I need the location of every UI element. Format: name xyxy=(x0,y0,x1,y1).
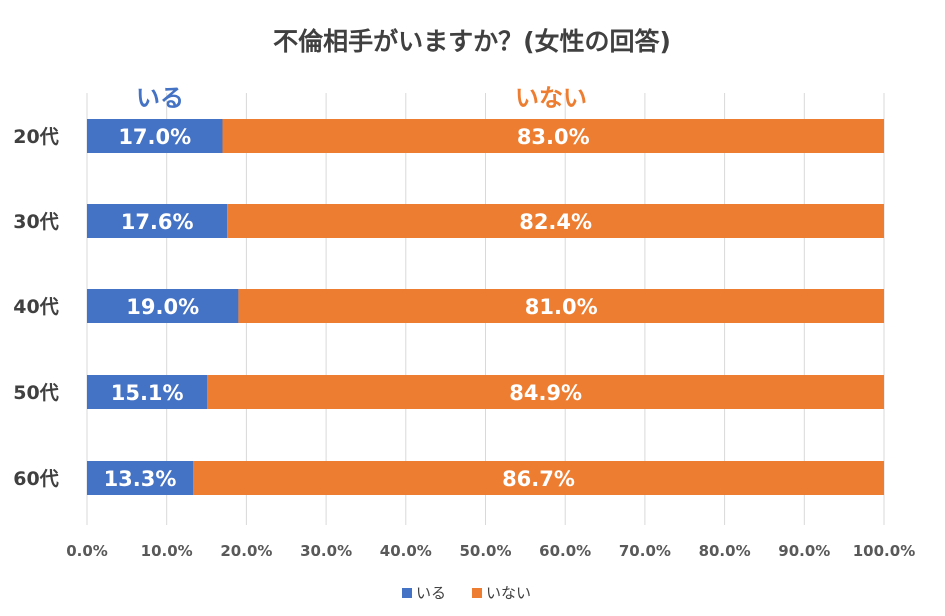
bar xyxy=(87,289,239,323)
x-tick-label: 80.0% xyxy=(699,542,751,560)
x-tick-label: 90.0% xyxy=(778,542,830,560)
bar xyxy=(238,289,884,323)
bar xyxy=(87,461,194,495)
category-label: 40代 xyxy=(13,296,58,318)
x-tick-label: 10.0% xyxy=(141,542,193,560)
legend-label-iru: いる xyxy=(416,584,446,602)
data-label: 15.1% xyxy=(111,381,184,405)
data-label: 84.9% xyxy=(509,381,582,405)
bar xyxy=(193,461,885,495)
x-tick-label: 20.0% xyxy=(220,542,272,560)
data-label: 17.6% xyxy=(121,210,194,234)
bars xyxy=(87,119,885,495)
category-labels: 20代 30代 40代 50代 60代 xyxy=(13,126,58,490)
data-label: 83.0% xyxy=(517,125,590,149)
data-label: 86.7% xyxy=(502,467,575,491)
data-labels: 17.0% 83.0% 17.6% 82.4% 19.0% 81.0% 15.1% 84.9%… xyxy=(104,125,598,491)
chart-title: 不倫相手がいますか？(女性の回答) xyxy=(273,27,671,56)
category-label: 20代 xyxy=(13,126,58,148)
bar xyxy=(227,204,885,238)
series-label-iru: いる xyxy=(136,84,184,112)
category-label: 30代 xyxy=(13,211,58,233)
x-tick-label: 0.0% xyxy=(66,542,108,560)
data-label: 13.3% xyxy=(104,467,177,491)
legend: いる いない xyxy=(402,584,531,602)
bar xyxy=(222,119,885,153)
bar xyxy=(87,204,228,238)
bar xyxy=(207,375,885,409)
x-tick-label: 40.0% xyxy=(380,542,432,560)
legend-swatch-inai xyxy=(472,588,482,598)
x-tick-labels: 0.0% 10.0% 20.0% 30.0% 40.0% 50.0% 60.0% 70.0% 8… xyxy=(66,542,915,560)
legend-swatch-iru xyxy=(402,588,412,598)
x-tick-label: 50.0% xyxy=(459,542,511,560)
x-tick-label: 60.0% xyxy=(539,542,591,560)
category-label: 60代 xyxy=(13,468,58,490)
data-label: 17.0% xyxy=(118,125,191,149)
bar xyxy=(87,375,208,409)
x-tick-label: 70.0% xyxy=(619,542,671,560)
x-tick-label: 100.0% xyxy=(853,542,915,560)
category-label: 50代 xyxy=(13,382,58,404)
data-label: 19.0% xyxy=(126,295,199,319)
legend-label-inai: いない xyxy=(486,584,531,602)
bar xyxy=(87,119,223,153)
data-label: 82.4% xyxy=(519,210,592,234)
series-label-inai: いない xyxy=(515,84,587,112)
x-tick-label: 30.0% xyxy=(300,542,352,560)
data-label: 81.0% xyxy=(525,295,598,319)
